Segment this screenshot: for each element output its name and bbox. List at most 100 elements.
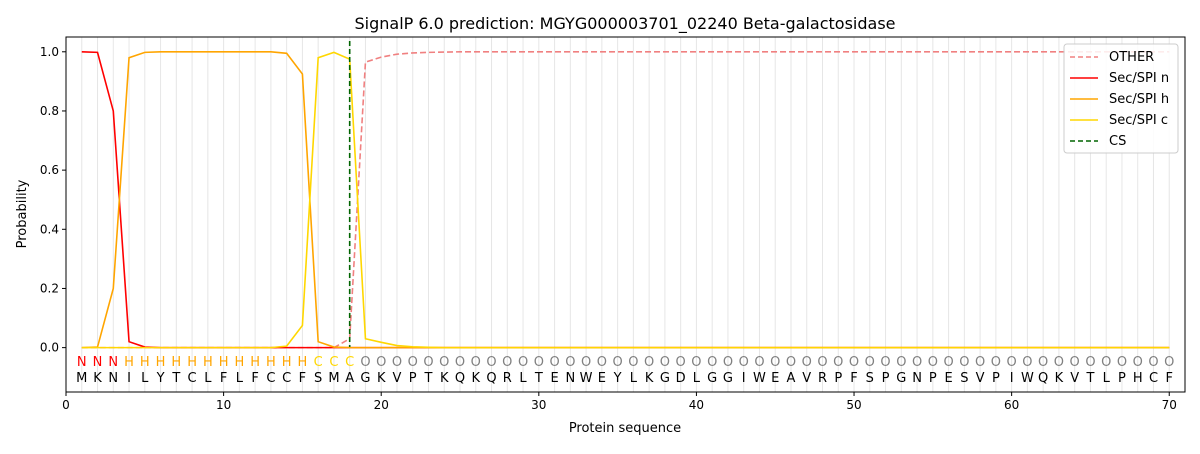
chart-title: SignalP 6.0 prediction: MGYG000003701_02… (354, 14, 895, 34)
series-line-sec-spi-n (81, 50, 1170, 349)
region-label: O (549, 355, 559, 370)
residue-label: K (93, 371, 102, 386)
residue-label: V (976, 371, 985, 386)
region-label: O (486, 355, 496, 370)
region-label: H (124, 355, 134, 370)
residue-label: K (440, 371, 449, 386)
residue-label: I (742, 371, 746, 386)
region-label: H (298, 355, 308, 370)
residue-label: F (299, 371, 306, 386)
y-tick-label: 0.8 (40, 104, 59, 118)
region-label: O (723, 355, 733, 370)
residue-label: P (882, 371, 890, 386)
residue-label: Q (486, 371, 496, 386)
residue-label: T (424, 371, 433, 386)
region-label: H (156, 355, 166, 370)
region-label: H (282, 355, 292, 370)
legend-label: CS (1109, 134, 1126, 149)
region-label: O (833, 355, 843, 370)
legend-label: OTHER (1109, 50, 1154, 65)
region-label: O (628, 355, 638, 370)
region-label: O (786, 355, 796, 370)
region-label: C (345, 355, 354, 370)
residue-label: E (550, 371, 558, 386)
series-line-other (81, 50, 1170, 349)
residue-label: C (266, 371, 275, 386)
residue-label: I (127, 371, 131, 386)
region-label: O (565, 355, 575, 370)
region-label: O (455, 355, 465, 370)
residue-label: C (282, 371, 291, 386)
residue-label: G (660, 371, 670, 386)
region-label: O (597, 355, 607, 370)
residue-label: K (1055, 371, 1064, 386)
region-label: O (739, 355, 749, 370)
residue-label: E (771, 371, 779, 386)
residue-label: P (1118, 371, 1126, 386)
residue-label: T (171, 371, 180, 386)
region-label: H (266, 355, 276, 370)
x-tick-label: 60 (1004, 398, 1019, 412)
residue-label: W (753, 371, 766, 386)
legend-label: Sec/SPI h (1109, 92, 1169, 107)
region-label: O (1007, 355, 1017, 370)
region-label: O (660, 355, 670, 370)
region-label: C (329, 355, 338, 370)
residue-label: K (377, 371, 386, 386)
residue-label: P (929, 371, 937, 386)
residue-label: Q (455, 371, 465, 386)
region-label: O (1133, 355, 1143, 370)
region-label: O (408, 355, 418, 370)
residue-label: S (314, 371, 322, 386)
residue-label: T (1085, 371, 1094, 386)
plot-frame (65, 36, 1186, 393)
region-label: O (1038, 355, 1048, 370)
region-label: N (93, 355, 103, 370)
region-label: O (471, 355, 481, 370)
region-label: O (991, 355, 1001, 370)
x-tick-label: 10 (216, 398, 231, 412)
residue-label: F (251, 371, 258, 386)
y-tick-label: 0.4 (40, 222, 59, 236)
region-label: O (928, 355, 938, 370)
region-label: O (1054, 355, 1064, 370)
residue-label: L (204, 371, 212, 386)
residue-label: S (866, 371, 874, 386)
region-label: O (817, 355, 827, 370)
region-label: O (1101, 355, 1111, 370)
residue-label: C (188, 371, 197, 386)
residue-label: G (896, 371, 906, 386)
region-label: O (691, 355, 701, 370)
residue-label: A (787, 371, 796, 386)
region-label: O (502, 355, 512, 370)
region-label: H (219, 355, 229, 370)
region-label: O (360, 355, 370, 370)
x-tick-label: 0 (62, 398, 70, 412)
residue-label: N (912, 371, 922, 386)
y-tick-label: 1.0 (40, 45, 59, 59)
residue-label: F (850, 371, 857, 386)
y-tick-label: 0.0 (40, 341, 59, 355)
legend-label: Sec/SPI c (1109, 113, 1168, 128)
legend-label: Sec/SPI n (1109, 71, 1169, 86)
residue-label: P (409, 371, 417, 386)
region-label: O (770, 355, 780, 370)
region-label: O (754, 355, 764, 370)
residue-label: E (944, 371, 952, 386)
x-tick-label: 20 (374, 398, 389, 412)
residue-label: M (328, 371, 339, 386)
region-label: O (1085, 355, 1095, 370)
residue-label: Y (613, 371, 622, 386)
residue-label: A (345, 371, 354, 386)
region-label: H (234, 355, 244, 370)
y-tick-label: 0.6 (40, 163, 59, 177)
region-label: O (676, 355, 686, 370)
region-label: O (865, 355, 875, 370)
region-label: O (423, 355, 433, 370)
residue-label: D (676, 371, 686, 386)
residue-label: P (834, 371, 842, 386)
legend: OTHER Sec/SPI n Sec/SPI h Sec/SPI c CS (1063, 43, 1179, 154)
residue-label: S (960, 371, 968, 386)
y-tick-label: 0.2 (40, 281, 59, 295)
